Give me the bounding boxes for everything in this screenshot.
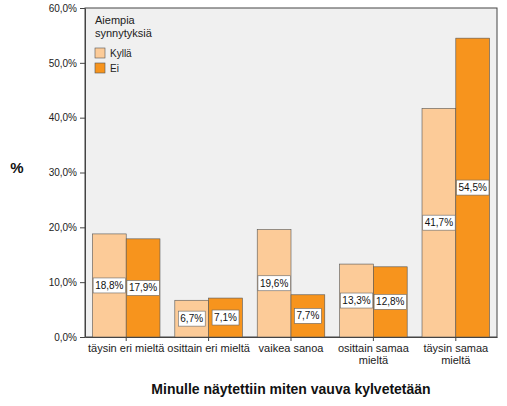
data-label-box — [127, 280, 159, 295]
y-tick: 10,0% — [49, 277, 85, 288]
data-label: 13,3% — [342, 295, 370, 306]
data-label: 19,6% — [260, 278, 288, 289]
y-axis: 0,0% 10,0% 20,0% 30,0% 40,0% 50,0% 60,0% — [49, 3, 86, 343]
legend-label: Kyllä — [110, 48, 132, 59]
bar — [126, 239, 160, 337]
y-axis-line — [85, 9, 86, 338]
data-label-box — [212, 310, 239, 325]
legend-label: Ei — [110, 63, 119, 74]
y-tick-label: 0,0% — [54, 332, 77, 343]
y-tick: 20,0% — [49, 222, 85, 233]
x-tick: osittain eri mieltä — [167, 337, 250, 354]
data-label: 54,5% — [459, 182, 487, 193]
bars — [92, 38, 489, 337]
data-label: 7,1% — [214, 312, 237, 323]
bar — [175, 300, 209, 337]
y-tick-mark — [80, 63, 85, 64]
chart: 0,0% 10,0% 20,0% 30,0% 40,0% 50,0% 60,0% täysin… — [0, 0, 507, 406]
y-tick-label: 60,0% — [49, 3, 77, 14]
x-tick-label: vaikea sanoa — [259, 342, 325, 354]
y-tick-label: 20,0% — [49, 222, 77, 233]
bar — [373, 267, 407, 337]
data-label: 7,7% — [296, 310, 319, 321]
y-tick: 0,0% — [54, 332, 85, 343]
data-label-box — [294, 308, 321, 323]
data-label: 18,8% — [95, 280, 123, 291]
x-tick-mark — [455, 337, 456, 341]
x-tick-label: osittain eri mieltä — [167, 342, 250, 354]
y-tick-mark — [80, 118, 85, 119]
data-labels: 18,8% 6,7% 19,6% 13,3% 41,7% 17,9% 7,1% 7,7% 12,… — [93, 180, 489, 326]
legend-swatch — [95, 63, 105, 73]
x-tick-label: osittain samaamieltä — [338, 342, 410, 366]
y-tick: 50,0% — [49, 58, 85, 69]
legend-swatch — [95, 48, 105, 58]
x-tick-mark — [126, 337, 127, 341]
bar — [456, 38, 490, 337]
data-label: 41,7% — [425, 217, 453, 228]
data-label-box — [457, 180, 489, 195]
y-axis-title: % — [10, 159, 23, 176]
data-label-box — [340, 293, 372, 308]
bar — [92, 234, 126, 337]
y-tick-mark — [80, 337, 85, 338]
x-tick: osittain samaamieltä — [338, 337, 410, 366]
x-tick: täysin eri mieltä — [88, 337, 165, 354]
plot: 0,0% 10,0% 20,0% 30,0% 40,0% 50,0% 60,0% täysin… — [49, 3, 498, 366]
x-tick-label: täysin samaamieltä — [423, 342, 489, 366]
legend-title: Aiempiasynnytyksiä — [95, 14, 153, 39]
x-tick-mark — [373, 337, 374, 341]
data-label: 12,8% — [376, 296, 404, 307]
data-label-box — [178, 311, 205, 326]
bar — [257, 230, 291, 337]
y-tick-label: 10,0% — [49, 277, 77, 288]
x-tick-mark — [291, 337, 292, 341]
data-label-box — [258, 276, 290, 291]
y-tick: 40,0% — [49, 112, 85, 123]
y-tick-mark — [80, 8, 85, 9]
bar — [209, 298, 243, 337]
bar — [291, 295, 325, 337]
y-tick-label: 30,0% — [49, 167, 77, 178]
x-tick-label: täysin eri mieltä — [88, 342, 165, 354]
bar — [422, 108, 456, 337]
x-tick-mark — [208, 337, 209, 341]
plot-frame — [85, 8, 497, 337]
x-tick: vaikea sanoa — [259, 337, 325, 354]
x-axis-title: Minulle näytettiin miten vauva kylvetetä… — [151, 381, 430, 397]
y-tick-mark — [80, 227, 85, 228]
data-label-box — [423, 215, 455, 230]
y-tick: 60,0% — [49, 3, 85, 14]
data-label: 17,9% — [129, 282, 157, 293]
data-label: 6,7% — [180, 313, 203, 324]
bar — [340, 264, 374, 337]
x-tick: täysin samaamieltä — [423, 337, 489, 366]
y-tick-label: 50,0% — [49, 58, 77, 69]
y-tick: 30,0% — [49, 167, 85, 178]
x-axis: täysin eri mieltäosittain eri mieltä vaik… — [86, 337, 498, 366]
y-tick-mark — [80, 282, 85, 283]
y-tick-label: 40,0% — [49, 112, 77, 123]
data-label-box — [93, 278, 125, 293]
y-tick-mark — [80, 173, 85, 174]
legend: Aiempiasynnytyksiä Kyllä Ei — [95, 14, 153, 74]
data-label-box — [374, 294, 406, 309]
